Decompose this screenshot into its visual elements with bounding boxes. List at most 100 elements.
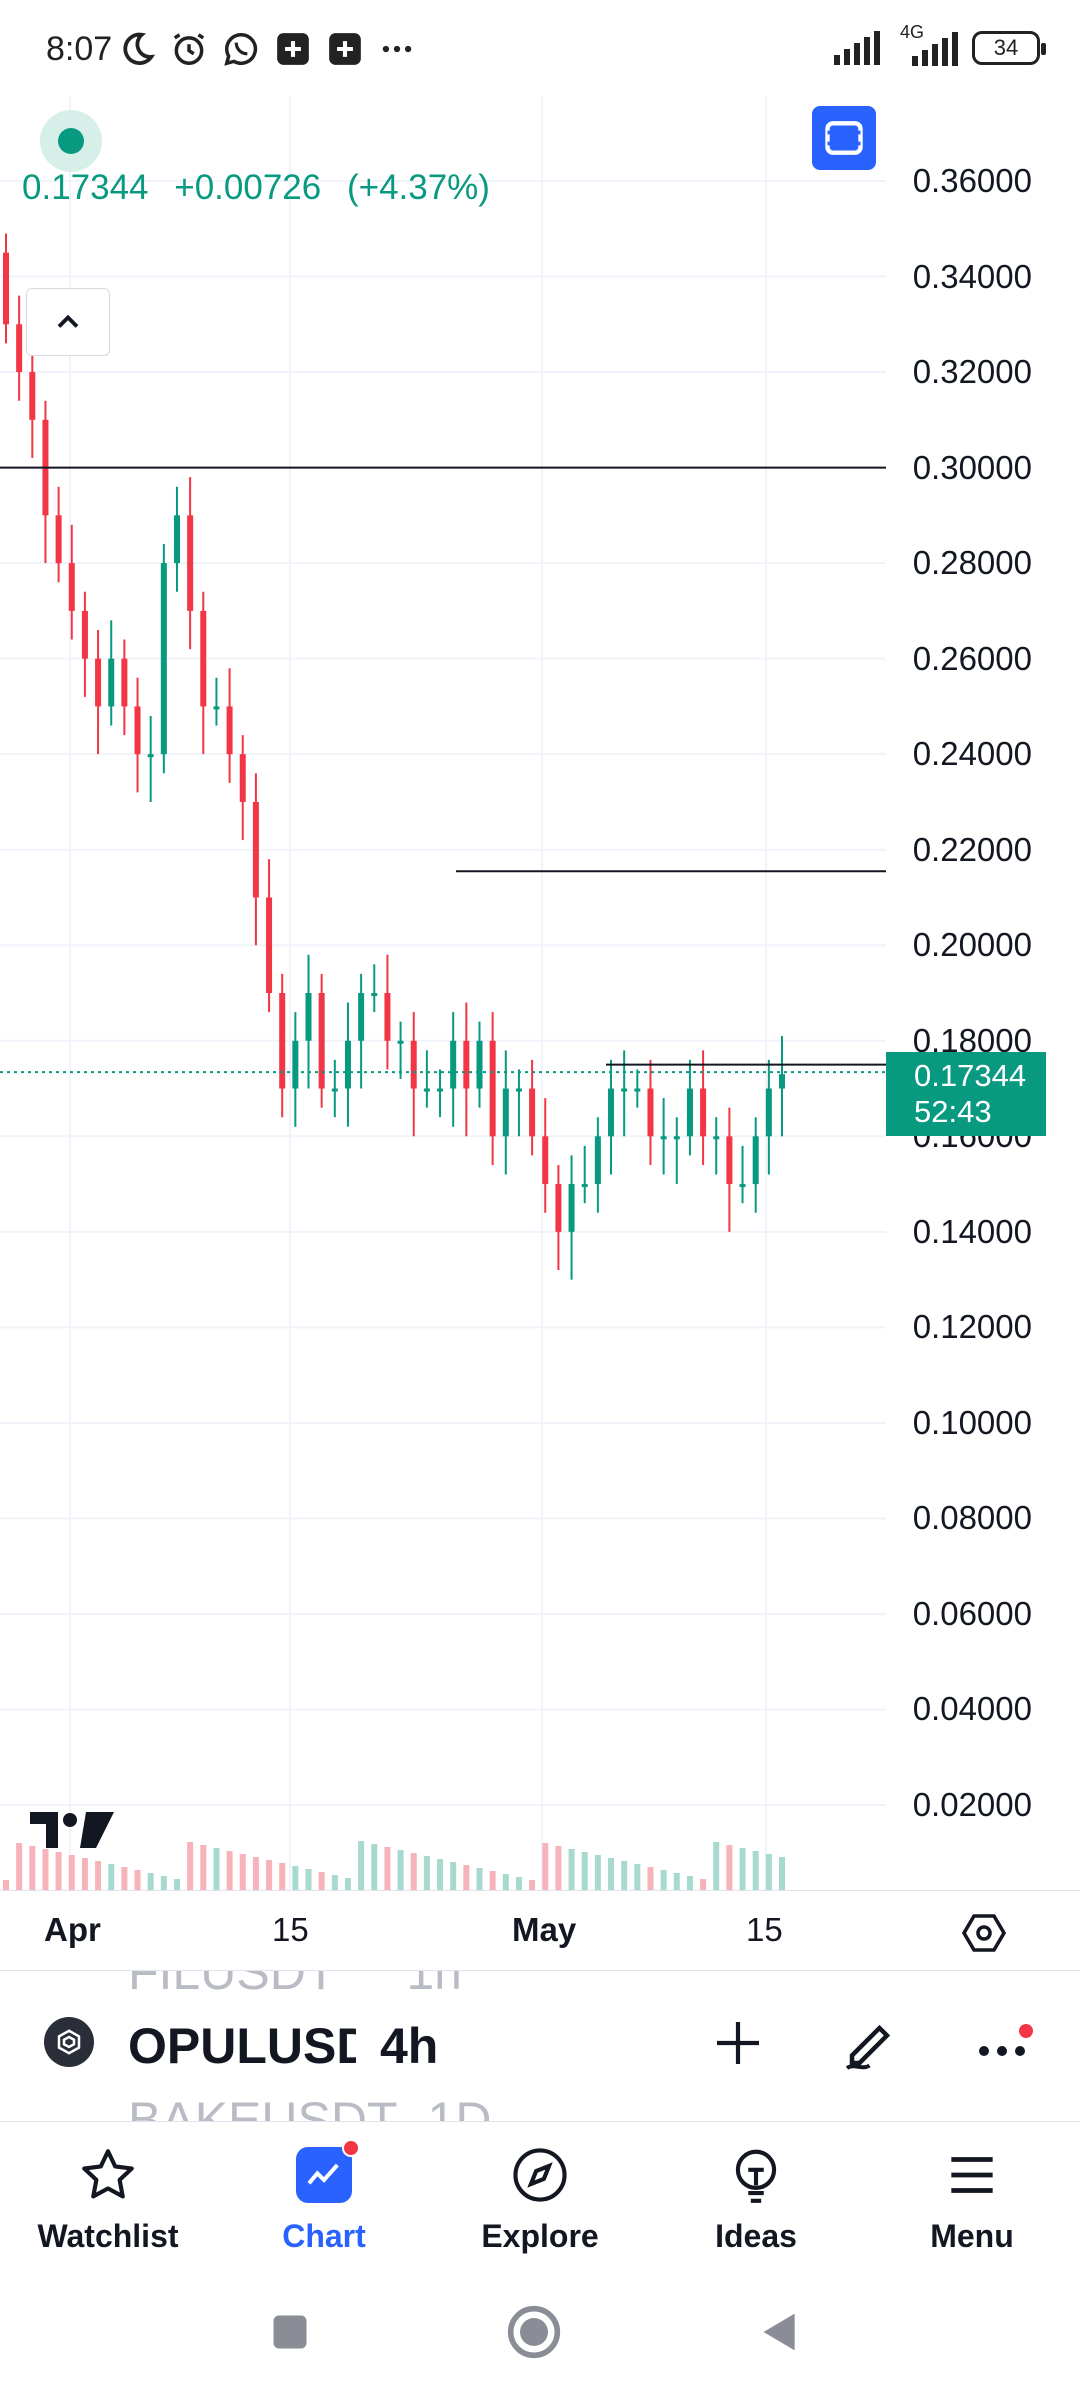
nav-ideas-label: Ideas: [715, 2218, 797, 2254]
candle-body: [3, 252, 9, 325]
volume-bar: [292, 1866, 299, 1890]
price-axis-label: 0.34000: [912, 257, 1032, 295]
volume-bar: [581, 1852, 588, 1890]
volume-bar: [55, 1852, 62, 1890]
price-axis-label: 0.36000: [912, 162, 1032, 199]
home-button[interactable]: [506, 2304, 562, 2365]
time-label-15: 15: [272, 1911, 309, 1948]
candle-body: [581, 1184, 588, 1188]
candle-body: [779, 1074, 785, 1089]
tradingview-logo-icon: [30, 1812, 114, 1848]
nav-watchlist-label: Watchlist: [37, 2218, 179, 2254]
candle-body: [213, 706, 220, 710]
price-axis-label: 0.14000: [912, 1212, 1032, 1250]
nav-chart[interactable]: Chart: [216, 2122, 432, 2282]
volume-bar: [713, 1842, 720, 1890]
add-indicator-button[interactable]: [702, 2007, 774, 2079]
plus-icon: [717, 2022, 759, 2064]
star-icon: [73, 2140, 143, 2210]
last-price-tag: 0.17344 52:43: [886, 1052, 1046, 1136]
volume-bar: [594, 1855, 601, 1890]
volume-bar: [673, 1873, 680, 1890]
candle-body: [318, 993, 325, 1089]
candle-body: [134, 706, 141, 755]
candle-body: [292, 1040, 299, 1089]
chevron-up-icon: [57, 314, 79, 328]
candle-body: [450, 1040, 457, 1089]
candle-body: [621, 1088, 628, 1092]
volume-bar: [200, 1845, 207, 1890]
nav-explore[interactable]: Explore: [432, 2122, 648, 2282]
time-axis[interactable]: Apr 15 May 15: [0, 1890, 1080, 1970]
candle-body: [568, 1184, 575, 1232]
candle-body: [16, 324, 23, 373]
symbol-name[interactable]: OPULUSDT: [128, 2018, 356, 2074]
volume-bar: [173, 1879, 180, 1890]
volume-bar: [502, 1874, 509, 1890]
last-price: 0.17344: [22, 168, 149, 207]
candle-body: [29, 372, 36, 420]
volume-bar: [318, 1872, 325, 1890]
candle-body: [252, 801, 259, 898]
collapse-legend-button[interactable]: [26, 288, 110, 356]
price-axis-label: 0.02000: [912, 1786, 1032, 1823]
volume-bar: [29, 1846, 36, 1890]
hexagon-settings-icon: [961, 1914, 1007, 1952]
candle-body: [726, 1136, 733, 1185]
fullscreen-button[interactable]: [812, 106, 876, 170]
volume-bar: [397, 1850, 404, 1890]
price-axis-label: 0.30000: [912, 448, 1032, 486]
pencil-icon: [845, 2024, 891, 2070]
candle-body: [608, 1088, 615, 1137]
volume-bar: [279, 1863, 286, 1890]
signal-icon: [834, 31, 880, 65]
volume-bar: [252, 1857, 259, 1890]
nav-menu[interactable]: Menu: [864, 2122, 1080, 2282]
candle-body: [108, 658, 115, 707]
volume-bar: [358, 1841, 365, 1890]
volume-bar: [515, 1877, 522, 1890]
volume-bar: [134, 1870, 141, 1890]
interval-selector[interactable]: 4h: [380, 2018, 439, 2074]
nav-watchlist[interactable]: Watchlist: [0, 2122, 216, 2282]
recent-apps-button[interactable]: [268, 2310, 312, 2359]
notification-dot: [342, 2139, 360, 2157]
lightbulb-icon: [721, 2140, 791, 2210]
network-label: 4G: [900, 22, 925, 42]
candle-body: [239, 754, 246, 802]
volume-bar: [42, 1849, 49, 1890]
price-axis-label: 0.22000: [912, 830, 1032, 868]
chart-area[interactable]: [0, 96, 1080, 1896]
price-chart[interactable]: [0, 96, 1080, 1896]
candle-body: [68, 563, 75, 611]
volume-bar: [68, 1855, 75, 1890]
more-options-button[interactable]: [968, 2007, 1040, 2079]
volume-bar: [555, 1846, 562, 1890]
volume-bar: [266, 1860, 273, 1890]
volume-bar: [752, 1851, 759, 1890]
whatsapp-icon: [224, 33, 258, 66]
hamburger-icon: [937, 2140, 1007, 2210]
volume-bar: [147, 1873, 154, 1890]
price-change: +0.00726: [174, 168, 322, 207]
candle-body: [397, 1040, 404, 1044]
drawing-tools-button[interactable]: [836, 2007, 908, 2079]
volume-bar: [634, 1864, 641, 1890]
candle-body: [752, 1136, 759, 1185]
back-button[interactable]: [758, 2310, 802, 2359]
nav-ideas[interactable]: Ideas: [648, 2122, 864, 2282]
candle-body: [121, 658, 128, 707]
volume-bar: [187, 1842, 194, 1890]
candle-body: [647, 1088, 654, 1137]
chart-settings-button[interactable]: [960, 1909, 1008, 1962]
volume-bar: [647, 1867, 654, 1890]
candle-body: [515, 1088, 522, 1092]
volume-bar: [489, 1871, 496, 1890]
symbol-logo-icon: [44, 2017, 94, 2067]
volume-bar: [331, 1875, 338, 1890]
candle-body: [634, 1088, 641, 1092]
volume-bar: [608, 1858, 615, 1890]
volume-bar: [779, 1857, 785, 1890]
candle-body: [305, 993, 312, 1041]
